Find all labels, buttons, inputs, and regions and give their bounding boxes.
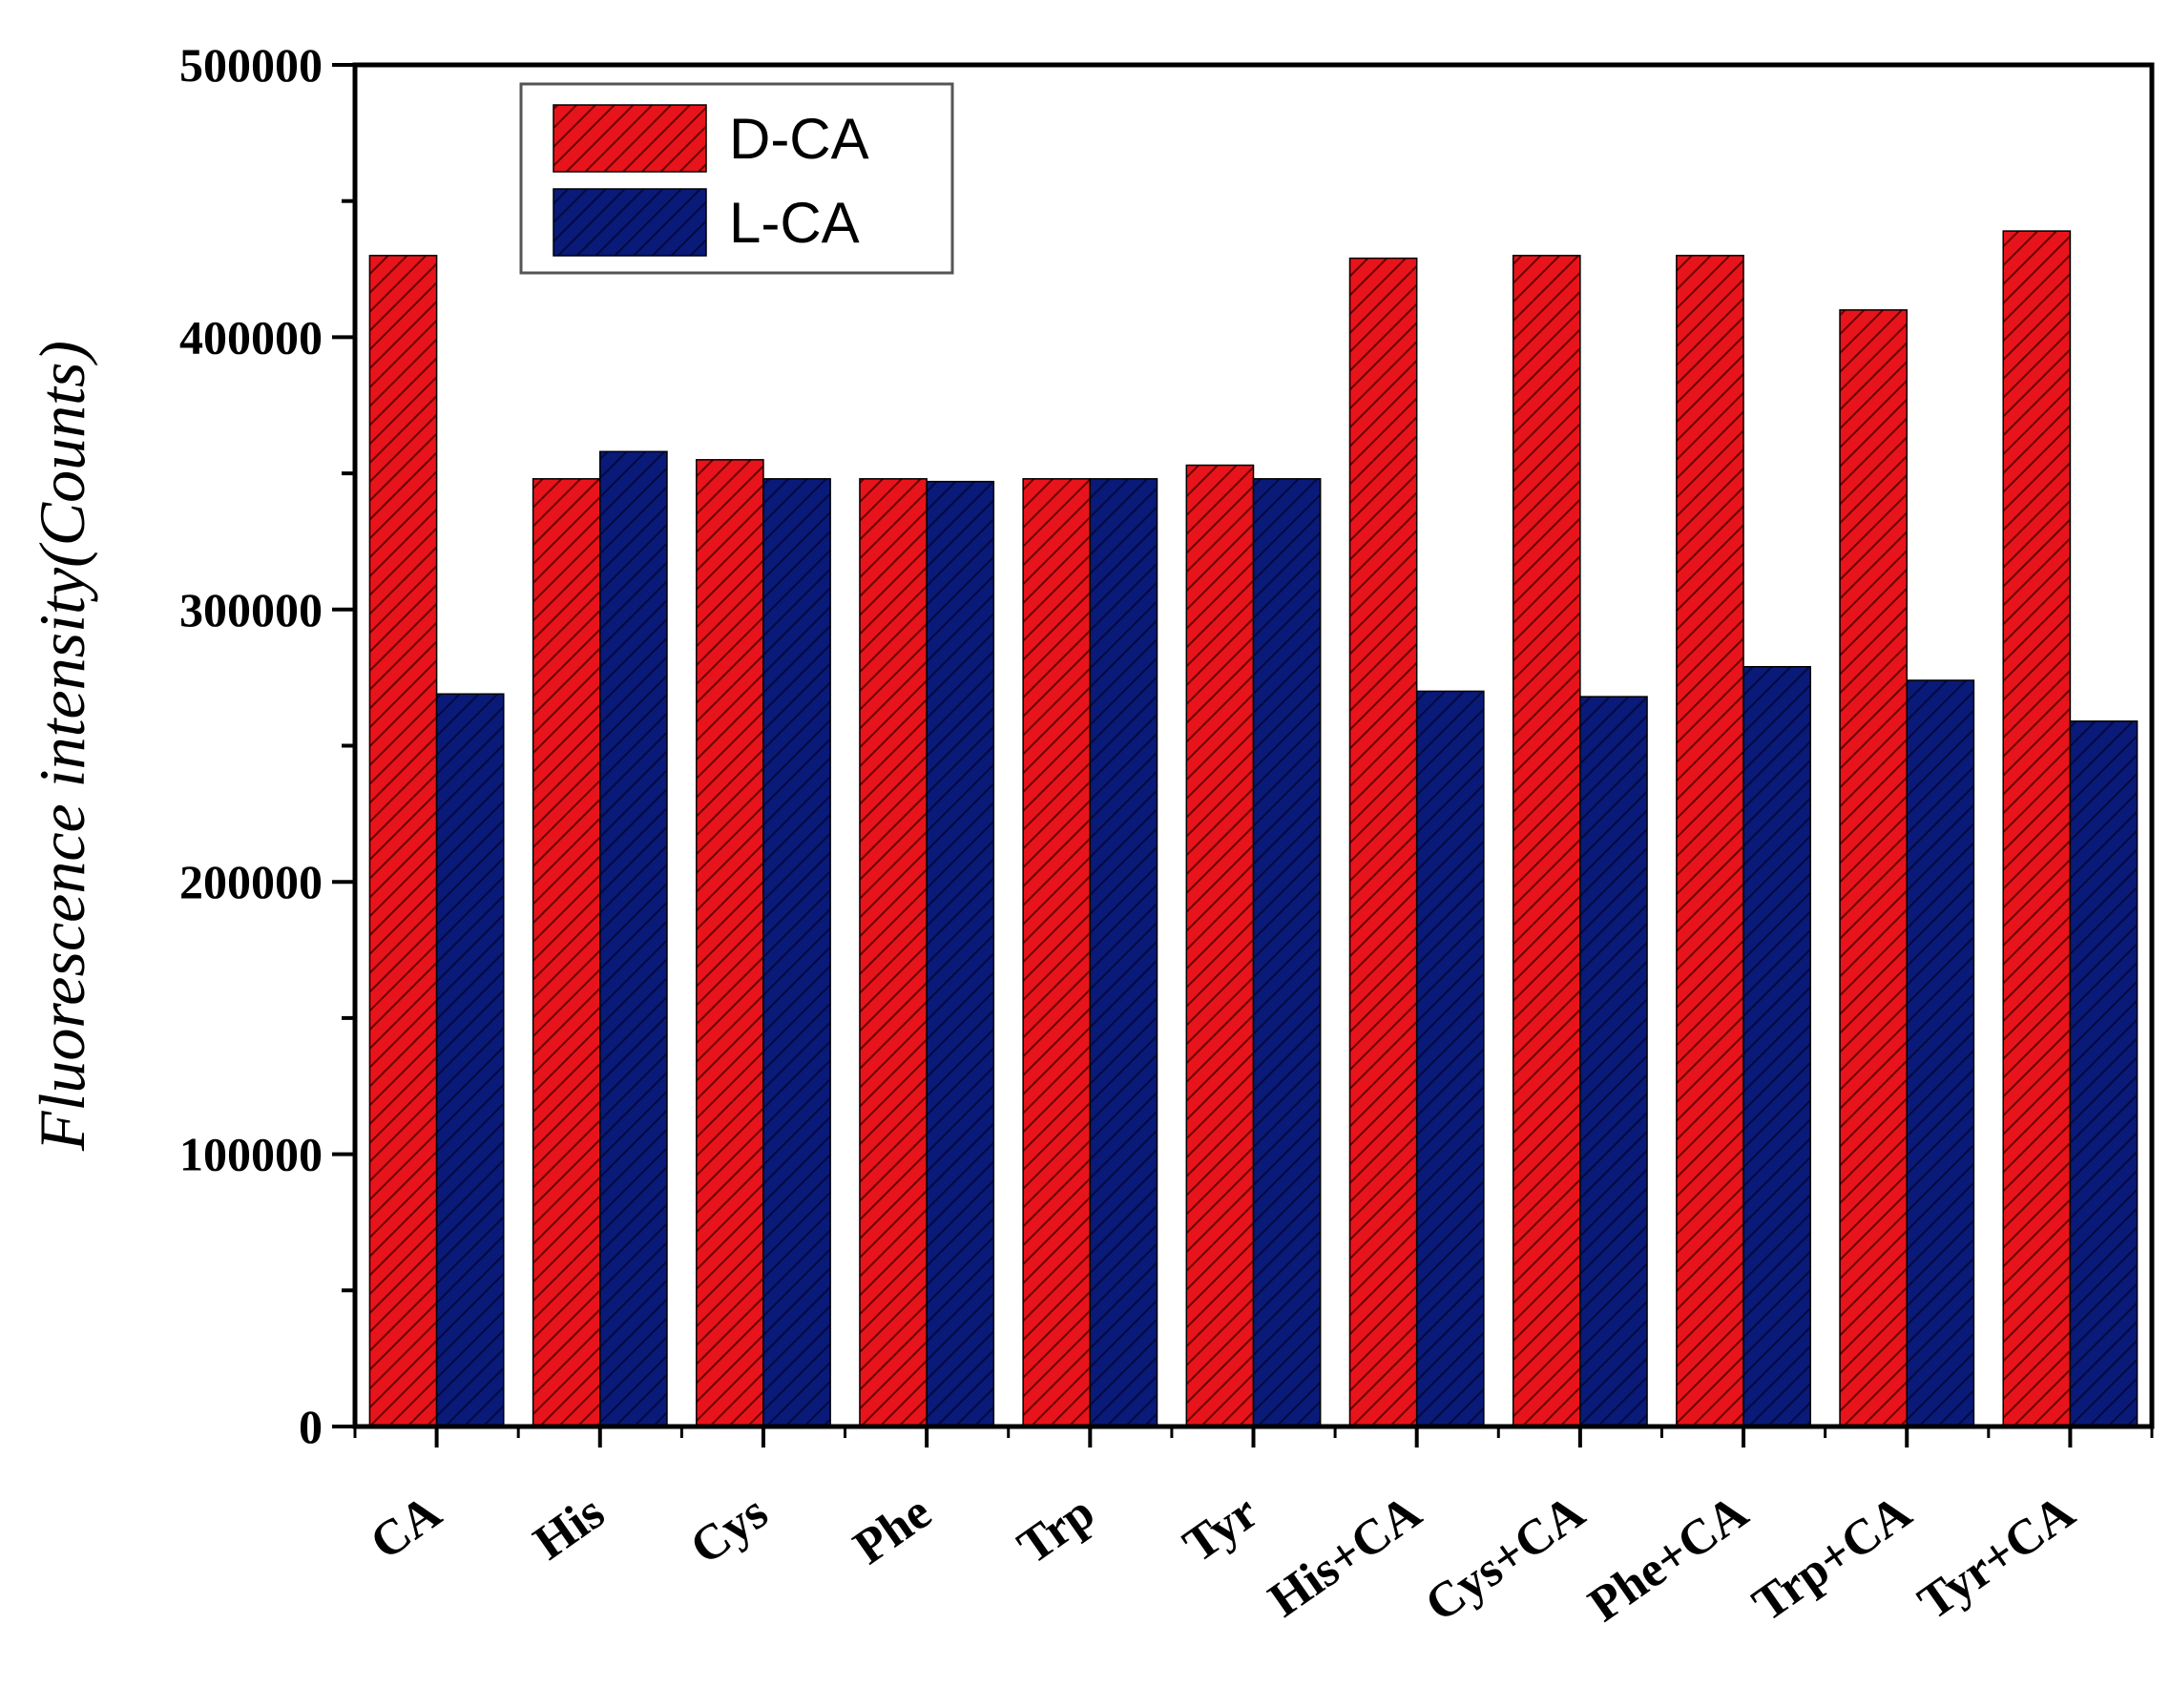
bar-d-ca-ca <box>368 255 438 1427</box>
y-tick-label: 300000 <box>179 583 323 636</box>
bar-l-ca-trp <box>1089 478 1158 1427</box>
bar-d-ca-trp-ca <box>1839 309 1908 1427</box>
legend: D-CA L-CA <box>519 82 954 275</box>
x-tick-label: His+CA <box>1260 1485 1431 1628</box>
bar-l-ca-phe-ca <box>1742 665 1811 1427</box>
x-tick-label: Trp <box>1009 1485 1105 1574</box>
bar-d-ca-cys <box>696 459 764 1427</box>
bar-d-ca-his-ca <box>1348 257 1418 1427</box>
x-tick-label: Trp+CA <box>1743 1485 1922 1633</box>
y-tick-label: 200000 <box>179 855 323 908</box>
bar-l-ca-trp-ca <box>1906 679 1975 1427</box>
bar-l-ca-cys <box>762 478 831 1427</box>
y-tick-label: 400000 <box>179 310 323 364</box>
x-tick-label: His <box>524 1485 614 1571</box>
bar-l-ca-his-ca <box>1415 690 1485 1427</box>
bar-d-ca-tyr-ca <box>2002 230 2072 1427</box>
x-tick-label: Tyr+CA <box>1909 1485 2084 1631</box>
bar-d-ca-phe-ca <box>1676 255 1744 1427</box>
bar-l-ca-cys-ca <box>1579 696 1648 1427</box>
x-tick-label: Phe <box>845 1485 941 1575</box>
bar-d-ca-tyr <box>1185 464 1255 1427</box>
bar-l-ca-ca <box>435 693 505 1427</box>
bar-d-ca-trp <box>1022 478 1092 1427</box>
legend-swatch-d-ca <box>553 104 707 173</box>
y-tick-label: 100000 <box>179 1128 323 1181</box>
bar-l-ca-tyr-ca <box>2069 720 2139 1427</box>
bar-l-ca-phe <box>926 480 995 1427</box>
x-tick-label: Tyr <box>1174 1485 1267 1573</box>
bar-d-ca-cys-ca <box>1512 255 1581 1427</box>
y-axis-title: Fluorescence intensity(Counts) <box>26 341 98 1152</box>
legend-swatch-l-ca <box>553 188 707 257</box>
x-tick-label: Cys+CA <box>1416 1485 1595 1633</box>
bar-d-ca-phe <box>859 478 928 1427</box>
bar-l-ca-his <box>599 450 668 1427</box>
legend-label-l-ca: L-CA <box>729 191 860 255</box>
y-tick-label: 0 <box>299 1400 323 1453</box>
x-tick-label: CA <box>361 1485 451 1571</box>
x-tick-label: Cys <box>681 1485 778 1575</box>
y-tick-label: 500000 <box>179 38 323 92</box>
bar-d-ca-his <box>532 478 601 1427</box>
legend-label-d-ca: D-CA <box>729 107 869 171</box>
x-tick-label: Phe+CA <box>1579 1485 1758 1633</box>
bar-l-ca-tyr <box>1252 478 1322 1427</box>
